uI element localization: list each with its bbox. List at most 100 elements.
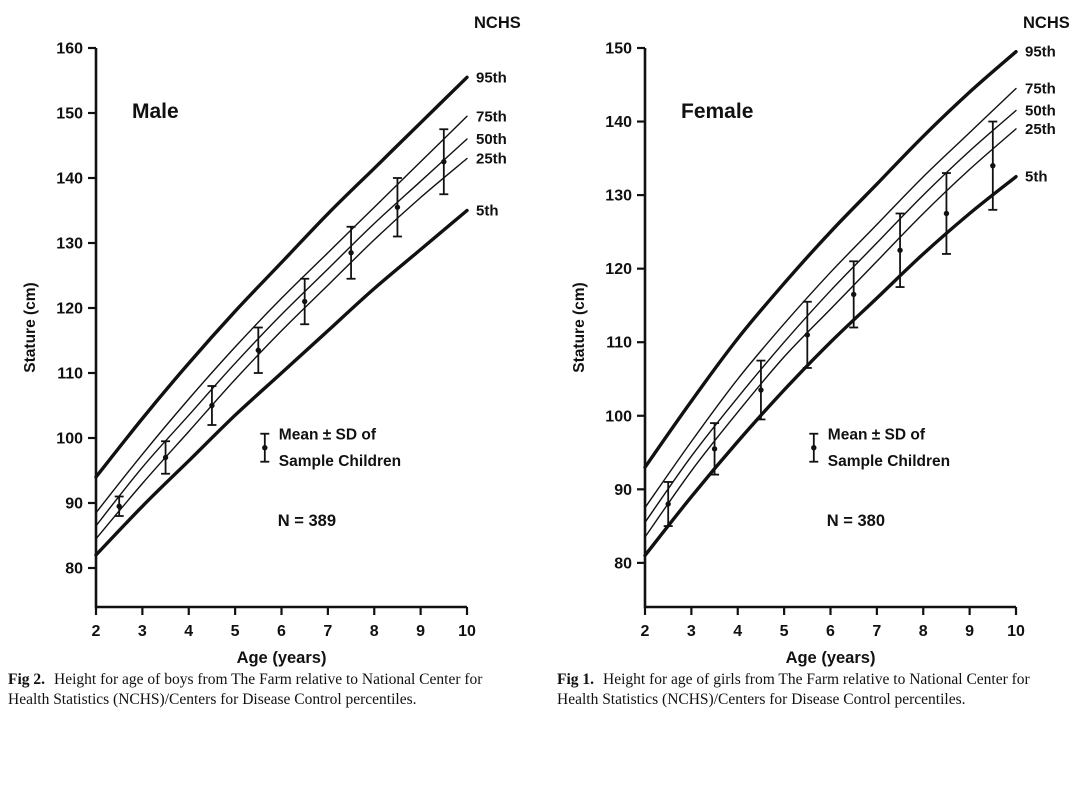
caption-text: Height for age of boys from The Farm rel… — [8, 671, 483, 708]
percentile-curve-50th — [644, 109, 1017, 524]
sample-point — [849, 260, 859, 329]
percentile-curve-95th — [643, 50, 1018, 469]
x-axis-label: Age (years) — [237, 649, 327, 667]
female-growth-chart: 150 140 130 120 110 100 90 80 2 3 4 5 6 7 8 9 10 95th 75th… — [571, 14, 1070, 667]
x-tick-label: 9 — [416, 623, 425, 640]
chart-title: Male — [132, 100, 179, 123]
y-tick-label: 130 — [56, 236, 83, 253]
percentile-label-5th: 5th — [476, 203, 499, 220]
figure-caption-boys: Fig 2. Height for age of boys from The Fa… — [8, 670, 508, 710]
figure-caption-girls: Fig 1. Height for age of girls from The F… — [557, 670, 1057, 710]
y-axis-label: Stature (cm) — [22, 282, 39, 372]
sample-point — [253, 326, 263, 374]
y-tick-label: 80 — [614, 555, 632, 572]
x-tick-label: 3 — [687, 623, 696, 640]
legend-line2: Sample Children — [279, 453, 401, 470]
y-tick-label: 140 — [56, 171, 83, 188]
percentile-label-5th: 5th — [1025, 169, 1048, 186]
x-tick-label: 7 — [872, 623, 881, 640]
y-tick-label: 110 — [57, 366, 83, 383]
y-axis-label: Stature (cm) — [571, 282, 588, 372]
percentile-label-95th: 95th — [476, 69, 507, 86]
x-tick-label: 8 — [919, 623, 928, 640]
sample-n-label: N = 380 — [827, 512, 885, 530]
percentile-curve-95th — [94, 75, 469, 479]
male-chart-container: 160 150 140 130 120 110 100 90 80 2 3 4 5 6 7 8 9 10 95th 7… — [8, 6, 535, 668]
sample-point — [941, 172, 951, 255]
sample-point — [895, 212, 905, 288]
y-tick-label: 150 — [605, 41, 632, 58]
x-tick-label: 4 — [733, 623, 742, 640]
y-tick-label: 130 — [605, 188, 632, 205]
chart-title: Female — [681, 100, 753, 123]
nchs-label: NCHS — [1023, 14, 1070, 32]
sample-point — [439, 128, 449, 196]
y-tick-label: 160 — [56, 41, 83, 58]
x-tick-label: 6 — [826, 623, 835, 640]
x-tick-label: 6 — [277, 623, 286, 640]
sample-point — [663, 481, 673, 527]
percentile-curve-50th — [95, 138, 468, 527]
figure-girls: 150 140 130 120 110 100 90 80 2 3 4 5 6 7 8 9 10 95th 75th… — [557, 6, 1083, 710]
percentile-curve-25th — [644, 128, 1017, 538]
percentile-curve-25th — [95, 157, 468, 540]
percentile-curve-5th — [643, 175, 1018, 558]
y-tick-label: 80 — [65, 561, 83, 578]
x-axis-label: Age (years) — [786, 649, 876, 667]
percentile-curve-5th — [94, 208, 469, 557]
x-tick-label: 9 — [965, 623, 974, 640]
legend: Mean ± SD of Sample Children — [809, 426, 950, 470]
x-tick-label: 10 — [1007, 623, 1025, 640]
y-tick-label: 90 — [614, 482, 632, 499]
x-tick-label: 5 — [231, 623, 240, 640]
x-tick-label: 4 — [184, 623, 193, 640]
x-tick-label: 8 — [370, 623, 379, 640]
percentile-curve-75th — [95, 115, 468, 514]
caption-label: Fig 2. — [8, 671, 46, 688]
x-tick-label: 7 — [323, 623, 332, 640]
percentile-label-50th: 50th — [1025, 103, 1056, 120]
x-tick-label: 2 — [641, 623, 650, 640]
sample-point — [756, 359, 766, 421]
y-tick-label: 110 — [606, 335, 632, 352]
percentile-curve-75th — [644, 87, 1017, 509]
figure-boys: 160 150 140 130 120 110 100 90 80 2 3 4 5 6 7 8 9 10 95th 7… — [8, 6, 535, 710]
legend-line2: Sample Children — [828, 453, 950, 470]
caption-text: Height for age of girls from The Farm re… — [557, 671, 1030, 708]
sample-point — [346, 225, 356, 280]
y-tick-label: 150 — [56, 106, 83, 123]
percentile-label-25th: 25th — [476, 151, 507, 168]
sample-point — [207, 385, 217, 426]
percentile-label-25th: 25th — [1025, 121, 1056, 138]
percentile-label-75th: 75th — [1025, 80, 1056, 97]
sample-point — [392, 177, 402, 238]
y-tick-label: 140 — [605, 114, 632, 131]
caption-label: Fig 1. — [557, 671, 595, 688]
x-tick-label: 10 — [458, 623, 476, 640]
percentile-label-50th: 50th — [476, 131, 507, 148]
legend: Mean ± SD of Sample Children — [260, 426, 401, 470]
percentile-label-95th: 95th — [1025, 44, 1056, 61]
legend-line1: Mean ± SD of — [279, 426, 377, 443]
sample-point — [802, 300, 812, 369]
sample-point — [300, 277, 310, 326]
x-tick-label: 2 — [92, 623, 101, 640]
nchs-label: NCHS — [474, 14, 521, 32]
male-growth-chart: 160 150 140 130 120 110 100 90 80 2 3 4 5 6 7 8 9 10 95th 7… — [22, 14, 521, 667]
female-chart-container: 150 140 130 120 110 100 90 80 2 3 4 5 6 7 8 9 10 95th 75th… — [557, 6, 1083, 668]
y-tick-label: 120 — [605, 261, 632, 278]
sample-point — [710, 422, 720, 476]
legend-line1: Mean ± SD of — [828, 426, 926, 443]
sample-point — [988, 120, 998, 211]
y-tick-label: 90 — [65, 496, 83, 513]
y-tick-label: 100 — [56, 431, 83, 448]
percentile-label-75th: 75th — [476, 108, 507, 125]
sample-point — [161, 440, 171, 475]
sample-point — [114, 495, 124, 517]
y-tick-label: 100 — [605, 408, 632, 425]
x-tick-label: 5 — [780, 623, 789, 640]
page: 160 150 140 130 120 110 100 90 80 2 3 4 5 6 7 8 9 10 95th 7… — [8, 6, 1083, 710]
x-tick-label: 3 — [138, 623, 147, 640]
sample-n-label: N = 389 — [278, 512, 336, 530]
y-tick-label: 120 — [56, 301, 83, 318]
